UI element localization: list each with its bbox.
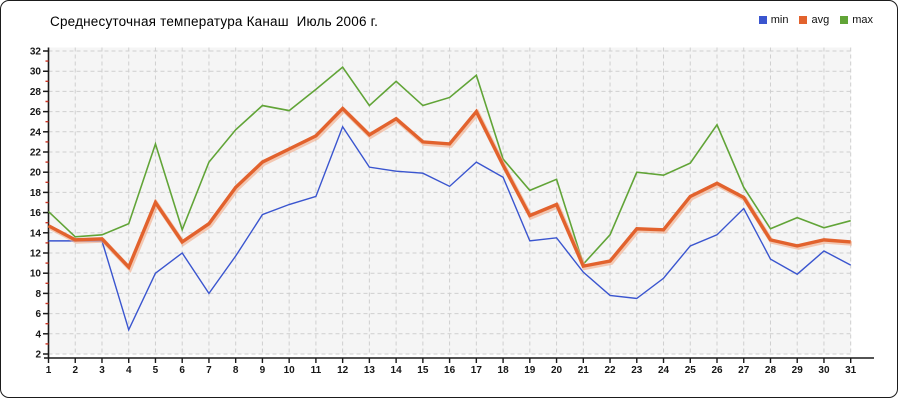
y-tick-label: 4 — [35, 329, 41, 340]
y-tick-label: 28 — [30, 87, 42, 98]
y-tick-label: 12 — [30, 249, 42, 260]
max-series-swatch-icon — [840, 16, 849, 24]
x-tick-label: 28 — [765, 365, 777, 376]
x-tick-label: 1 — [46, 365, 52, 376]
legend: min avg max — [758, 14, 873, 26]
x-tick-label: 16 — [444, 365, 456, 376]
x-tick-label: 17 — [471, 365, 483, 376]
x-tick-label: 8 — [233, 365, 239, 376]
x-tick-label: 30 — [818, 365, 830, 376]
legend-item-max: max — [840, 14, 873, 26]
x-tick-label: 11 — [311, 365, 322, 376]
y-tick-label: 26 — [30, 107, 42, 118]
min-series-swatch-icon — [758, 16, 767, 24]
x-tick-label: 14 — [391, 365, 403, 376]
y-tick-label: 32 — [30, 47, 42, 58]
y-tick-label: 18 — [30, 188, 42, 199]
x-tick-label: 5 — [153, 365, 159, 376]
x-tick-label: 2 — [72, 365, 78, 376]
x-tick-label: 10 — [284, 365, 296, 376]
max-series-line — [47, 65, 851, 266]
x-tick-label: 20 — [551, 365, 563, 376]
x-tick-label: 23 — [631, 365, 643, 376]
x-tick-label: 18 — [498, 365, 510, 376]
x-tick-label: 15 — [417, 365, 429, 376]
avg-series-swatch-icon — [799, 16, 808, 24]
legend-item-min: min — [758, 14, 789, 26]
legend-label-avg: avg — [811, 14, 830, 26]
x-tick-label: 9 — [260, 365, 266, 376]
chart-title: Среднесуточная температура Канаш Июль 20… — [50, 14, 379, 29]
legend-item-avg: avg — [799, 14, 829, 26]
x-tick-label: 19 — [524, 365, 536, 376]
y-tick-label: 30 — [30, 67, 42, 78]
x-tick-label: 26 — [711, 365, 723, 376]
x-tick-label: 21 — [578, 365, 590, 376]
x-tick-label: 4 — [126, 365, 132, 376]
x-tick-label: 29 — [792, 365, 804, 376]
y-tick-label: 14 — [30, 228, 42, 239]
x-tick-label: 25 — [685, 365, 697, 376]
y-tick-label: 2 — [35, 350, 41, 361]
y-tick-label: 10 — [30, 269, 42, 280]
y-tick-label: 16 — [30, 208, 42, 219]
x-tick-label: 24 — [658, 365, 670, 376]
x-tick-label: 3 — [99, 365, 105, 376]
legend-label-min: min — [770, 14, 789, 26]
y-tick-label: 6 — [35, 309, 41, 320]
x-tick-label: 13 — [364, 365, 376, 376]
legend-label-max: max — [852, 14, 873, 26]
y-tick-label: 20 — [30, 168, 42, 179]
y-tick-label: 22 — [30, 148, 42, 159]
y-tick-label: 24 — [30, 127, 42, 138]
x-tick-label: 27 — [738, 365, 750, 376]
x-tick-label: 7 — [206, 365, 212, 376]
avg-series-line — [47, 106, 851, 271]
min-series-line — [48, 125, 852, 332]
x-tick-label: 22 — [604, 365, 616, 376]
x-tick-label: 6 — [179, 365, 185, 376]
y-tick-label: 8 — [35, 289, 41, 300]
x-tick-label: 31 — [845, 365, 857, 376]
x-tick-label: 12 — [337, 365, 349, 376]
